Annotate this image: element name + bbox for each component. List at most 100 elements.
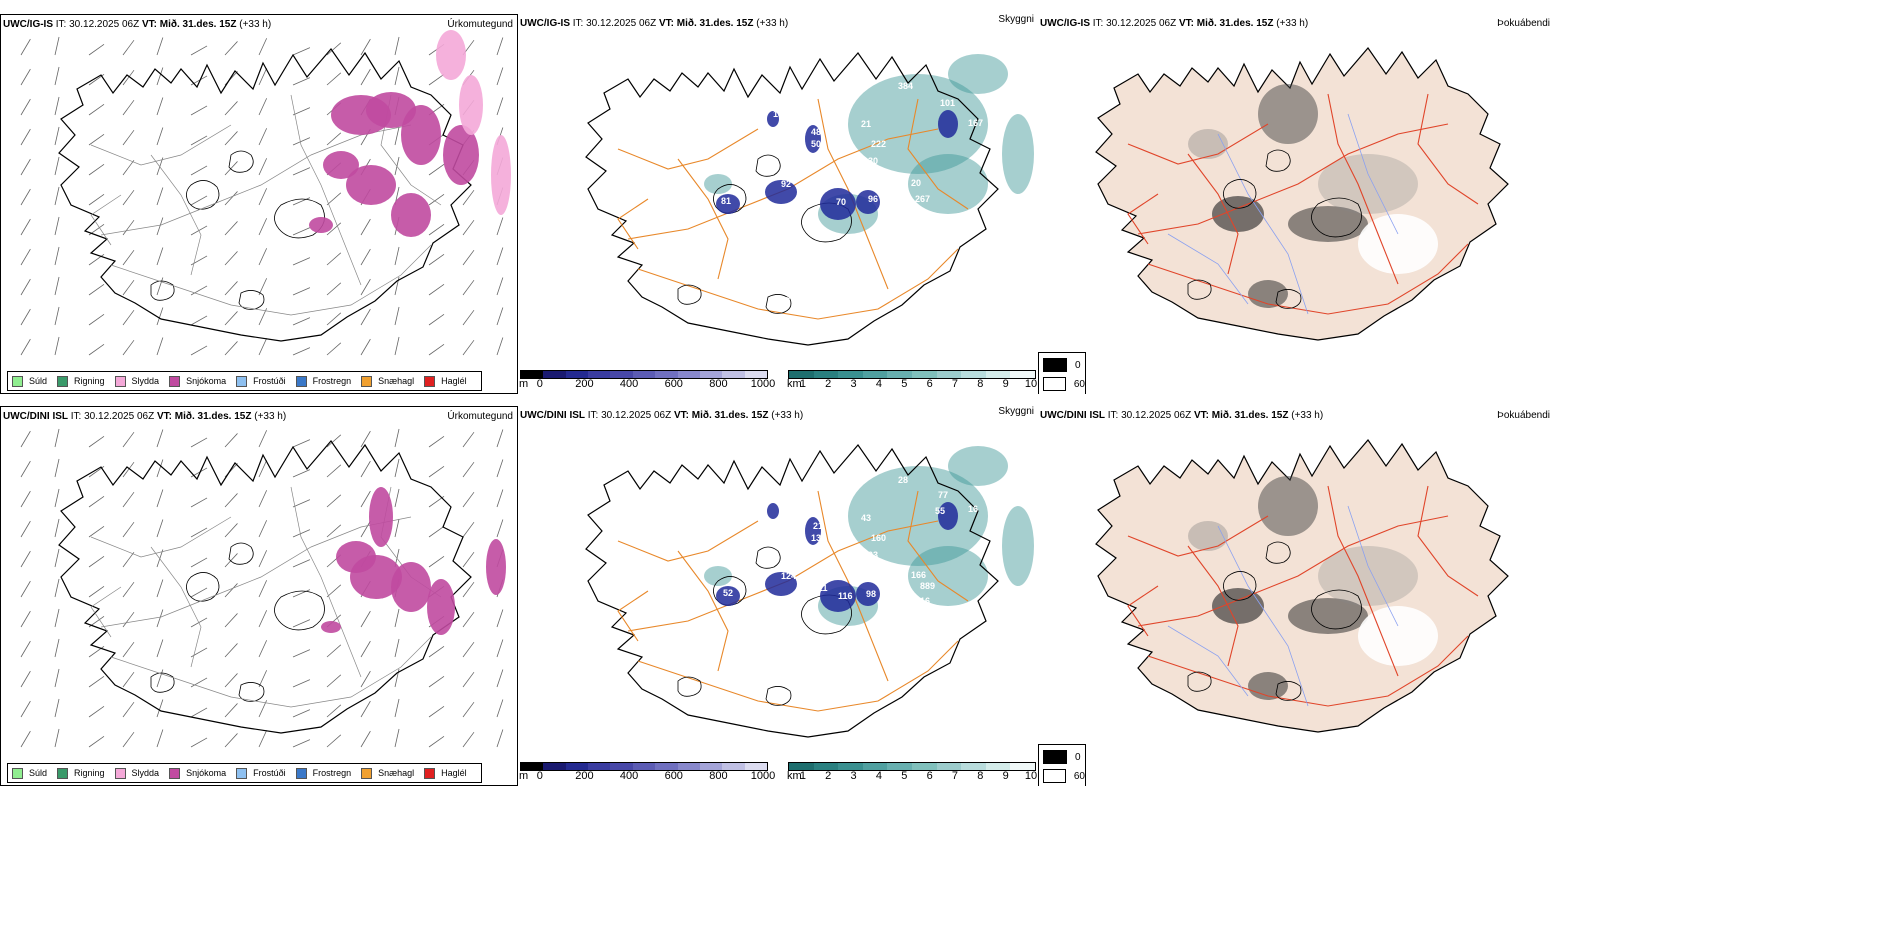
- wind-barb: [360, 610, 371, 628]
- wind-barb: [326, 584, 342, 598]
- colorbar-cell: [961, 371, 986, 378]
- wind-barb: [326, 132, 342, 146]
- panel-header: UWC/DINI ISL IT: 30.12.2025 06Z VT: Mið.…: [3, 411, 286, 422]
- visibility-patch: [704, 174, 732, 194]
- fog-swatch-low: [1043, 358, 1067, 372]
- cloud-base-label: 384: [898, 81, 913, 91]
- snow-area: [391, 193, 431, 237]
- colorbar-cell: [936, 763, 962, 770]
- wind-barb: [360, 700, 371, 718]
- fog-patch: [1212, 588, 1264, 624]
- wind-barb: [360, 670, 371, 688]
- precip-legend-item: Snæhagl: [361, 375, 414, 387]
- wind-barb: [496, 217, 504, 236]
- wind-barb: [190, 75, 208, 86]
- colorbar-tick-label: 5: [901, 770, 908, 782]
- precip-legend-label: Frostúði: [253, 376, 286, 386]
- header-vt-label: VT:: [673, 410, 689, 421]
- colorbar-unit: m: [519, 378, 529, 390]
- snow-area: [366, 92, 416, 128]
- wind-barb: [462, 189, 475, 206]
- glacier-outline: [713, 576, 747, 606]
- wind-barb: [326, 222, 342, 236]
- wind-barb: [54, 428, 60, 448]
- colorbar-tick-label: 400: [619, 378, 639, 390]
- cloud-base-label: 30: [786, 291, 796, 301]
- header-vt-label: VT:: [1178, 18, 1194, 29]
- precip-legend-swatch: [236, 375, 248, 387]
- colorbar-cell: [813, 763, 839, 770]
- wind-barb: [224, 523, 238, 538]
- wind-barb: [326, 524, 342, 538]
- road-line: [90, 124, 232, 166]
- wind-barb: [20, 460, 31, 478]
- wind-barb: [156, 639, 164, 658]
- glacier-outline: [765, 294, 792, 314]
- wind-barb: [496, 247, 504, 266]
- colorbar-cell: [789, 371, 814, 378]
- precip-legend-item: Snjókoma: [169, 767, 226, 779]
- wind-barb: [326, 42, 342, 56]
- road-line: [100, 516, 412, 628]
- wind-barb: [496, 429, 504, 448]
- precip-legend-swatch: [57, 767, 69, 779]
- wind-barb: [462, 521, 475, 538]
- wind-barb: [292, 739, 311, 748]
- precip-legend-label: Haglél: [441, 376, 467, 386]
- wind-barb: [122, 249, 135, 266]
- wind-barb: [394, 66, 400, 86]
- wind-barb: [20, 670, 31, 688]
- road-line: [1137, 515, 1449, 627]
- cloud-base-label: 267: [915, 194, 930, 204]
- wind-barb: [88, 495, 105, 508]
- road-line: [907, 490, 969, 602]
- cloud-base-label: 50: [811, 139, 821, 149]
- colorbar-tick-label: 4: [875, 378, 882, 390]
- wind-barb: [462, 461, 475, 478]
- wind-barb: [326, 342, 342, 356]
- wind-barb: [88, 73, 105, 86]
- wind-barb: [428, 735, 445, 748]
- wind-barb: [122, 129, 135, 146]
- colorbar-cell: [588, 763, 611, 770]
- wind-barb: [292, 469, 311, 478]
- wind-barb: [122, 701, 135, 718]
- glacier-outline: [1311, 197, 1362, 238]
- colorbar-cell: [862, 371, 888, 378]
- glacier-outline: [1275, 681, 1302, 701]
- glacier-outline: [1311, 589, 1362, 630]
- wind-barb: [292, 559, 311, 568]
- visibility-patch: [848, 74, 988, 174]
- colorbar-tick-label: 800: [709, 378, 728, 390]
- wind-barb: [258, 490, 268, 508]
- glacier-outline: [274, 198, 325, 239]
- precip-legend-label: Rigning: [74, 376, 105, 386]
- wind-barb: [20, 188, 31, 206]
- wind-barb: [122, 69, 135, 86]
- wind-barb: [122, 99, 135, 116]
- cloud-base-patch: [856, 190, 880, 214]
- glacier-outline: [274, 590, 325, 631]
- snow-patch: [369, 487, 393, 547]
- cloud-base-label: 124: [781, 571, 796, 581]
- wind-barb: [496, 489, 504, 508]
- cloud-base-label: 70: [836, 197, 846, 207]
- colorbar-tick-label: 10: [1024, 378, 1038, 390]
- wind-barb: [88, 645, 105, 658]
- glacier-outline: [1187, 671, 1212, 692]
- wind-barb: [88, 133, 105, 146]
- wind-barb: [156, 519, 164, 538]
- sleet-patch: [491, 135, 511, 215]
- colorbar-cell: [655, 371, 678, 378]
- wind-barb: [462, 611, 475, 628]
- wind-barb: [258, 308, 268, 326]
- snow-area: [350, 555, 402, 599]
- wind-barb: [20, 128, 31, 146]
- wind-barb: [20, 550, 31, 568]
- colorbar-cell: [744, 763, 767, 770]
- cloud-height-colorbar: m 0 200 400 600 800 1000: [519, 370, 775, 390]
- wind-barb: [156, 429, 164, 448]
- wind-barb: [394, 246, 400, 266]
- colorbar-tick-label: 7: [951, 378, 959, 390]
- precip-legend-label: Slydda: [131, 768, 160, 778]
